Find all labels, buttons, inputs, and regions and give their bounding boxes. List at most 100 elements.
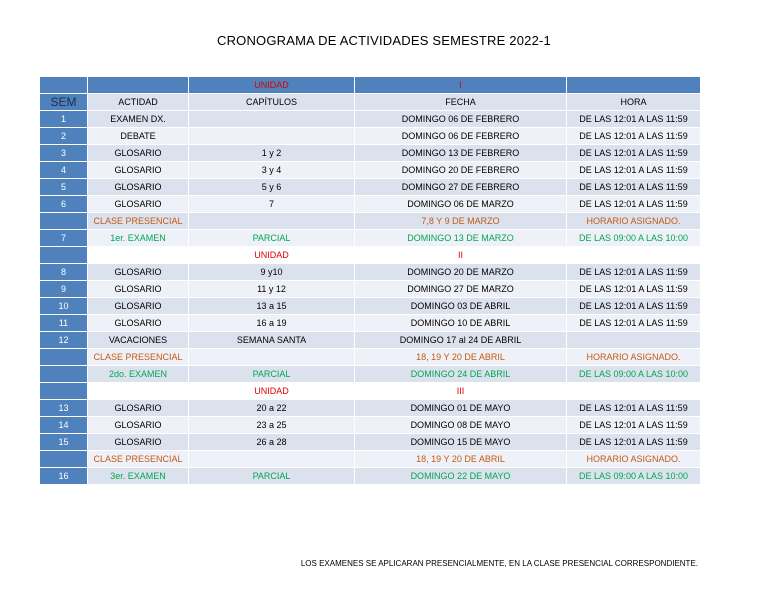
unit-number: III — [354, 382, 567, 400]
hora-cell: DE LAS 12:01 A LAS 11:59 — [566, 144, 701, 162]
unit-label: UNIDAD — [188, 246, 355, 264]
fecha-cell: 18, 19 Y 20 DE ABRIL — [354, 348, 567, 366]
actividad-cell: CLASE PRESENCIAL — [87, 212, 189, 230]
sem-cell — [39, 365, 88, 383]
table-row: 2 DEBATE DOMINGO 06 DE FEBRERO DE LAS 12… — [39, 127, 701, 145]
hora-cell: DE LAS 12:01 A LAS 11:59 — [566, 433, 701, 451]
footnote: LOS EXAMENES SE APLICARAN PRESENCIALMENT… — [300, 559, 698, 568]
sem-cell: 3 — [39, 144, 88, 162]
fecha-cell: DOMINGO 06 DE FEBRERO — [354, 110, 567, 128]
sem-cell: 15 — [39, 433, 88, 451]
capitulos-cell: PARCIAL — [188, 467, 355, 485]
capitulos-cell: 23 a 25 — [188, 416, 355, 434]
hora-cell: DE LAS 12:01 A LAS 11:59 — [566, 416, 701, 434]
capitulos-cell: 3 y 4 — [188, 161, 355, 179]
sem-cell: 7 — [39, 229, 88, 247]
fecha-cell: DOMINGO 10 DE ABRIL — [354, 314, 567, 332]
hora-cell: DE LAS 12:01 A LAS 11:59 — [566, 280, 701, 298]
hora-cell: HORARIO ASIGNADO. — [566, 212, 701, 230]
actividad-cell: 3er. EXAMEN — [87, 467, 189, 485]
sem-cell: 16 — [39, 467, 88, 485]
capitulos-cell: 26 a 28 — [188, 433, 355, 451]
capitulos-cell: PARCIAL — [188, 365, 355, 383]
actividad-cell: GLOSARIO — [87, 161, 189, 179]
actividad-cell: 2do. EXAMEN — [87, 365, 189, 383]
actividad-cell: GLOSARIO — [87, 416, 189, 434]
actividad-cell: 1er. EXAMEN — [87, 229, 189, 247]
schedule-table: UNIDAD I SEM ACTIDAD CAPÍTULOS FECHA HOR… — [39, 76, 701, 485]
hora-cell: DE LAS 12:01 A LAS 11:59 — [566, 178, 701, 196]
fecha-cell: DOMINGO 01 DE MAYO — [354, 399, 567, 417]
hora-cell: DE LAS 12:01 A LAS 11:59 — [566, 110, 701, 128]
actividad-cell: CLASE PRESENCIAL — [87, 348, 189, 366]
table-row: 9 GLOSARIO 11 y 12 DOMINGO 27 DE MARZO D… — [39, 280, 701, 298]
table-row: 4 GLOSARIO 3 y 4 DOMINGO 20 DE FEBRERO D… — [39, 161, 701, 179]
capitulos-cell — [188, 348, 355, 366]
unit-label: UNIDAD — [188, 382, 355, 400]
unit-header-row: UNIDAD II — [39, 246, 701, 264]
fecha-cell: DOMINGO 22 DE MAYO — [354, 467, 567, 485]
sem-cell: 9 — [39, 280, 88, 298]
hora-cell: DE LAS 12:01 A LAS 11:59 — [566, 127, 701, 145]
sem-cell: 2 — [39, 127, 88, 145]
actividad-cell: DEBATE — [87, 127, 189, 145]
table-row: CLASE PRESENCIAL 18, 19 Y 20 DE ABRIL HO… — [39, 348, 701, 366]
unit-number: I — [354, 76, 567, 94]
fecha-cell: DOMINGO 17 al 24 DE ABRIL — [354, 331, 567, 349]
sem-cell: 8 — [39, 263, 88, 281]
table-row: 14 GLOSARIO 23 a 25 DOMINGO 08 DE MAYO D… — [39, 416, 701, 434]
hora-cell: DE LAS 09:00 A LAS 10:00 — [566, 365, 701, 383]
table-row: 8 GLOSARIO 9 y10 DOMINGO 20 DE MARZO DE … — [39, 263, 701, 281]
table-row: CLASE PRESENCIAL 7,8 Y 9 DE MARZO HORARI… — [39, 212, 701, 230]
sem-cell: 4 — [39, 161, 88, 179]
fecha-cell: DOMINGO 20 DE MARZO — [354, 263, 567, 281]
fecha-cell: DOMINGO 27 DE FEBRERO — [354, 178, 567, 196]
sem-cell: 14 — [39, 416, 88, 434]
column-header-row: SEM ACTIDAD CAPÍTULOS FECHA HORA — [39, 93, 701, 111]
col-header-fecha: FECHA — [354, 93, 567, 111]
sem-cell: 6 — [39, 195, 88, 213]
hora-cell: DE LAS 09:00 A LAS 10:00 — [566, 467, 701, 485]
capitulos-cell: 13 a 15 — [188, 297, 355, 315]
hora-cell: DE LAS 12:01 A LAS 11:59 — [566, 399, 701, 417]
actividad-cell: EXAMEN DX. — [87, 110, 189, 128]
actividad-cell: GLOSARIO — [87, 263, 189, 281]
sem-cell — [39, 348, 88, 366]
hora-cell: HORARIO ASIGNADO. — [566, 348, 701, 366]
table-row: 11 GLOSARIO 16 a 19 DOMINGO 10 DE ABRIL … — [39, 314, 701, 332]
table-row: 10 GLOSARIO 13 a 15 DOMINGO 03 DE ABRIL … — [39, 297, 701, 315]
capitulos-cell: 20 a 22 — [188, 399, 355, 417]
fecha-cell: DOMINGO 20 DE FEBRERO — [354, 161, 567, 179]
capitulos-cell: 9 y10 — [188, 263, 355, 281]
hora-cell: DE LAS 09:00 A LAS 10:00 — [566, 229, 701, 247]
unit-header-row: UNIDAD I — [39, 76, 701, 94]
col-header-sem: SEM — [39, 93, 88, 111]
actividad-cell: GLOSARIO — [87, 399, 189, 417]
capitulos-cell: 5 y 6 — [188, 178, 355, 196]
fecha-cell: 18, 19 Y 20 DE ABRIL — [354, 450, 567, 468]
actividad-cell: GLOSARIO — [87, 178, 189, 196]
col-header-actividad: ACTIDAD — [87, 93, 189, 111]
sem-cell: 1 — [39, 110, 88, 128]
hora-cell: DE LAS 12:01 A LAS 11:59 — [566, 263, 701, 281]
capitulos-cell — [188, 110, 355, 128]
fecha-cell: DOMINGO 27 DE MARZO — [354, 280, 567, 298]
fecha-cell: 7,8 Y 9 DE MARZO — [354, 212, 567, 230]
actividad-cell: GLOSARIO — [87, 297, 189, 315]
capitulos-cell — [188, 212, 355, 230]
fecha-cell: DOMINGO 24 DE ABRIL — [354, 365, 567, 383]
capitulos-cell — [188, 127, 355, 145]
table-row: 7 1er. EXAMEN PARCIAL DOMINGO 13 DE MARZ… — [39, 229, 701, 247]
hora-cell: DE LAS 12:01 A LAS 11:59 — [566, 161, 701, 179]
actividad-cell: GLOSARIO — [87, 144, 189, 162]
fecha-cell: DOMINGO 13 DE MARZO — [354, 229, 567, 247]
capitulos-cell: 1 y 2 — [188, 144, 355, 162]
capitulos-cell — [188, 450, 355, 468]
fecha-cell: DOMINGO 06 DE MARZO — [354, 195, 567, 213]
fecha-cell: DOMINGO 03 DE ABRIL — [354, 297, 567, 315]
fecha-cell: DOMINGO 13 DE FEBRERO — [354, 144, 567, 162]
table-row: 3 GLOSARIO 1 y 2 DOMINGO 13 DE FEBRERO D… — [39, 144, 701, 162]
table-row: 15 GLOSARIO 26 a 28 DOMINGO 15 DE MAYO D… — [39, 433, 701, 451]
hora-cell: DE LAS 12:01 A LAS 11:59 — [566, 314, 701, 332]
sem-cell: 10 — [39, 297, 88, 315]
